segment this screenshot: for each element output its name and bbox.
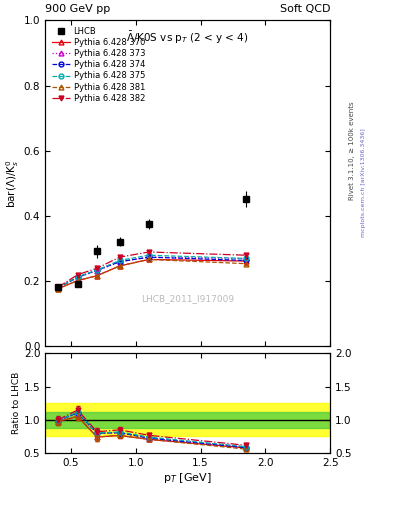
Text: mcplots.cern.ch [arXiv:1306.3436]: mcplots.cern.ch [arXiv:1306.3436]: [361, 129, 366, 238]
Text: 900 GeV pp: 900 GeV pp: [45, 4, 110, 14]
Text: Soft QCD: Soft QCD: [280, 4, 330, 14]
Y-axis label: bar($\Lambda$)/K$^0_s$: bar($\Lambda$)/K$^0_s$: [4, 159, 21, 207]
Text: LHCB_2011_I917009: LHCB_2011_I917009: [141, 294, 234, 303]
Text: Rivet 3.1.10, ≥ 100k events: Rivet 3.1.10, ≥ 100k events: [349, 101, 355, 200]
Legend: LHCB, Pythia 6.428 370, Pythia 6.428 373, Pythia 6.428 374, Pythia 6.428 375, Py: LHCB, Pythia 6.428 370, Pythia 6.428 373…: [50, 25, 147, 105]
Bar: [45, 403, 330, 436]
Text: $\bar{\Lambda}$/K0S vs p$_T$ (2 < y < 4): $\bar{\Lambda}$/K0S vs p$_T$ (2 < y < 4): [127, 30, 249, 47]
Bar: [45, 412, 330, 428]
X-axis label: p$_T$ [GeV]: p$_T$ [GeV]: [163, 471, 212, 485]
Y-axis label: Ratio to LHCB: Ratio to LHCB: [12, 372, 21, 434]
